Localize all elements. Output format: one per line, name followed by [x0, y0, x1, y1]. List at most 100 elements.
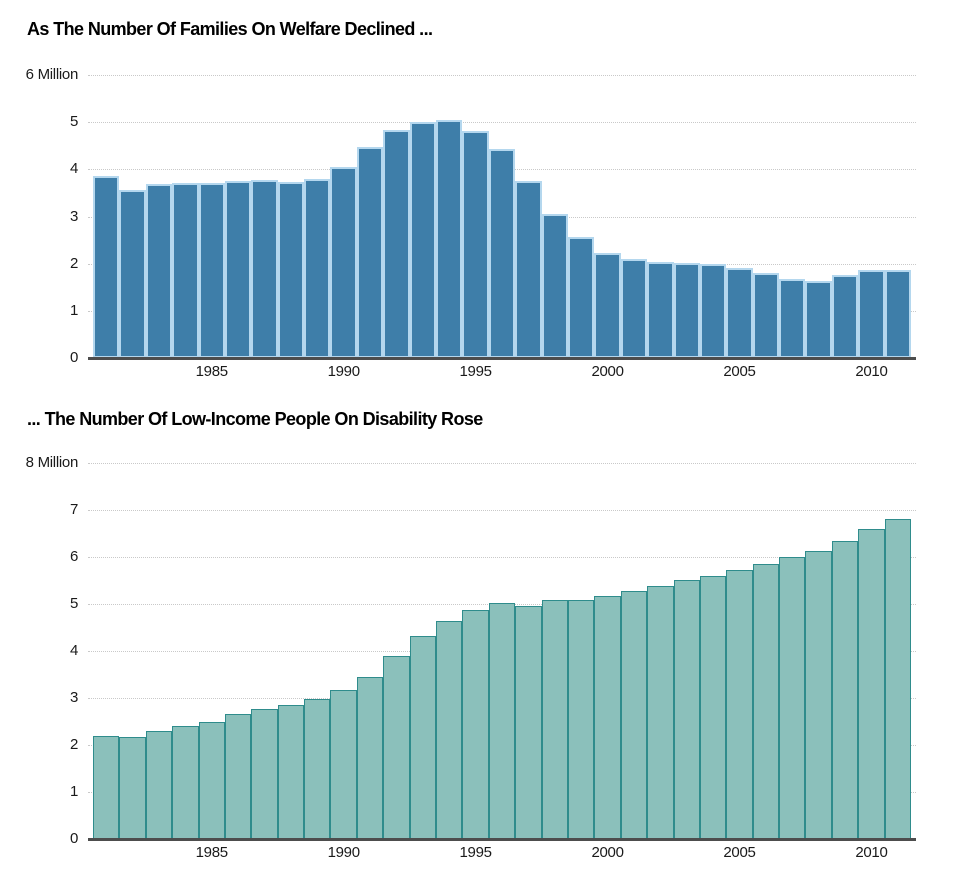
gridline — [88, 463, 916, 464]
y-axis-tick-label: 1 — [69, 783, 78, 800]
y-axis-tick-label: 1 — [69, 301, 78, 319]
y-axis-tick-label: 8 Million — [25, 454, 79, 471]
bar — [884, 519, 911, 839]
bar — [462, 131, 489, 358]
bar — [383, 655, 410, 839]
bar — [699, 575, 727, 839]
bar — [620, 590, 648, 839]
bar — [567, 236, 595, 358]
bar — [224, 180, 252, 358]
bar — [673, 580, 700, 839]
bar — [251, 708, 278, 839]
y-axis-tick-label: 0 — [69, 349, 78, 366]
y-axis-tick-label: 6 — [69, 548, 78, 565]
bar — [436, 120, 463, 358]
y-axis-tick-label: 5 — [69, 595, 78, 612]
x-axis-tick-label: 1995 — [459, 844, 492, 861]
bar — [805, 550, 832, 839]
bar — [726, 268, 753, 358]
bar — [277, 181, 305, 358]
x-axis-tick-label: 2005 — [723, 844, 756, 861]
y-axis-tick-label: 4 — [69, 160, 78, 178]
bar — [198, 721, 225, 839]
bar — [330, 166, 357, 358]
x-axis-tick-label: 2010 — [855, 844, 888, 861]
y-axis-tick-label: 5 — [69, 113, 78, 131]
bar — [594, 596, 621, 839]
bar — [383, 130, 410, 358]
bar — [436, 620, 463, 839]
bar — [172, 726, 199, 839]
bar — [541, 599, 568, 839]
bar — [409, 636, 437, 839]
bar — [356, 676, 384, 839]
bar — [172, 182, 199, 358]
bar — [462, 609, 489, 839]
bar — [251, 179, 278, 358]
bar — [858, 529, 885, 839]
bar — [673, 262, 700, 358]
y-axis-tick-label: 7 — [69, 501, 78, 518]
gridline — [88, 557, 916, 558]
bar — [884, 270, 911, 358]
x-axis-tick-label: 1995 — [459, 363, 492, 380]
bar — [409, 121, 437, 358]
x-axis-line — [88, 357, 916, 360]
bar — [699, 264, 727, 358]
bar — [831, 274, 859, 358]
y-axis-tick-label: 4 — [69, 642, 78, 659]
x-axis-tick-label: 2005 — [723, 363, 756, 380]
bar — [594, 252, 621, 358]
gridline — [88, 75, 916, 76]
bar — [93, 735, 120, 839]
y-axis-tick-label: 2 — [69, 736, 78, 753]
bar — [198, 183, 225, 358]
bar — [726, 570, 753, 839]
y-axis-tick-label: 2 — [69, 254, 78, 272]
bar — [515, 180, 542, 358]
bar — [119, 736, 146, 839]
bar — [515, 605, 542, 839]
x-axis-tick-label: 1990 — [327, 363, 360, 380]
bar — [304, 699, 331, 839]
bar — [145, 183, 173, 358]
x-axis-tick-label: 1985 — [195, 844, 228, 861]
bar — [224, 714, 252, 839]
x-axis-tick-label: 2000 — [591, 363, 624, 380]
bar — [277, 704, 305, 839]
gridline — [88, 510, 916, 511]
bar — [831, 541, 859, 839]
bar — [330, 690, 357, 839]
disability-chart-title: ... The Number Of Low-Income People On D… — [27, 409, 483, 429]
bar — [805, 280, 832, 358]
bar — [304, 178, 331, 358]
x-axis-line — [88, 838, 916, 841]
y-axis-tick-label: 3 — [69, 689, 78, 706]
bar — [779, 279, 806, 358]
bar — [647, 586, 674, 839]
bar — [647, 261, 674, 358]
bar — [752, 273, 780, 358]
y-axis-tick-label: 3 — [69, 207, 78, 225]
x-axis-tick-label: 1990 — [327, 844, 360, 861]
y-axis-tick-label: 6 Million — [25, 66, 79, 83]
bar — [93, 175, 120, 358]
bar — [567, 600, 595, 839]
bar — [858, 270, 885, 358]
bar — [356, 147, 384, 358]
x-axis-tick-label: 2010 — [855, 363, 888, 380]
bar — [620, 259, 648, 358]
bar — [488, 148, 516, 358]
bar — [541, 213, 568, 358]
bar — [145, 730, 173, 839]
welfare-chart-title: As The Number Of Families On Welfare Dec… — [27, 19, 433, 39]
gridline — [88, 122, 916, 124]
bar — [488, 602, 516, 839]
bar — [119, 189, 146, 358]
bar — [752, 564, 780, 839]
x-axis-tick-label: 1985 — [195, 363, 228, 380]
bar — [779, 557, 806, 839]
